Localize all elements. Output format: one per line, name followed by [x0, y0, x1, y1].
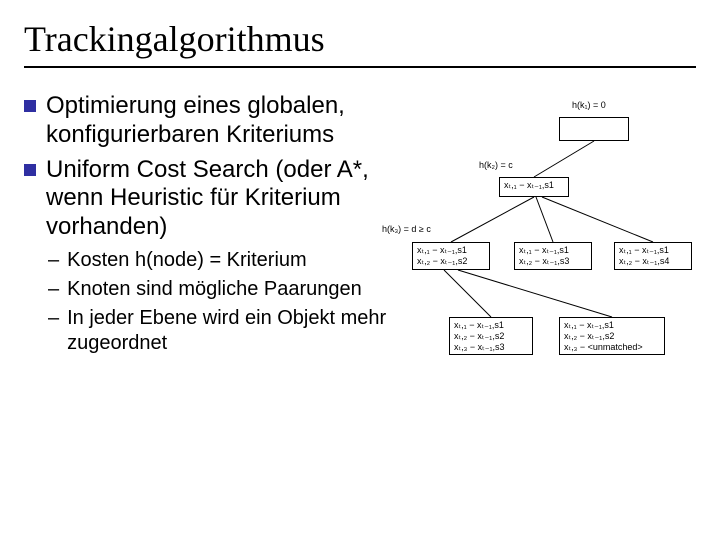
sub-bullet-text: Kosten h(node) = Kriterium [67, 248, 307, 273]
bullet-item: Optimierung eines globalen, konfigurierb… [24, 92, 394, 150]
cost-label-h1: h(k₁) = 0 [572, 100, 606, 110]
tree-node: xₜ,₁ − xₜ₋₁,s1xₜ,₂ − xₜ₋₁,s2xₜ,₃ − <unma… [559, 317, 665, 355]
cost-label-h3: h(k₃) = d ≥ c [382, 224, 431, 234]
tree-node-root [559, 117, 629, 141]
dash-icon: – [48, 277, 59, 302]
tree-diagram: h(k₁) = 0 h(k₂) = c h(k₃) = d ≥ c xₜ,₁ −… [394, 92, 696, 360]
bullet-column: Optimierung eines globalen, konfigurierb… [24, 92, 394, 360]
square-bullet-icon [24, 100, 36, 112]
content-row: Optimierung eines globalen, konfigurierb… [24, 92, 696, 360]
square-bullet-icon [24, 164, 36, 176]
edge [534, 141, 594, 177]
sub-bullet-item: – In jeder Ebene wird ein Objekt mehr zu… [48, 306, 394, 356]
page-title: Trackingalgorithmus [24, 18, 696, 68]
sub-bullet-text: Knoten sind mögliche Paarungen [67, 277, 362, 302]
bullet-item: Uniform Cost Search (oder A*, wenn Heuri… [24, 156, 394, 242]
tree-node: xₜ,₁ − xₜ₋₁,s1xₜ,₂ − xₜ₋₁,s2 [412, 242, 490, 270]
edge [458, 270, 612, 317]
tree-canvas: h(k₁) = 0 h(k₂) = c h(k₃) = d ≥ c xₜ,₁ −… [394, 92, 704, 452]
tree-node: xₜ,₁ − xₜ₋₁,s1xₜ,₂ − xₜ₋₁,s3 [514, 242, 592, 270]
sub-bullet-list: – Kosten h(node) = Kriterium – Knoten si… [48, 248, 394, 356]
sub-bullet-text: In jeder Ebene wird ein Objekt mehr zuge… [67, 306, 394, 356]
tree-node: xₜ,₁ − xₜ₋₁,s1 [499, 177, 569, 197]
bullet-text: Uniform Cost Search (oder A*, wenn Heuri… [46, 156, 394, 242]
slide: Trackingalgorithmus Optimierung eines gl… [0, 0, 720, 540]
sub-bullet-item: – Kosten h(node) = Kriterium [48, 248, 394, 273]
sub-bullet-item: – Knoten sind mögliche Paarungen [48, 277, 394, 302]
edge [451, 197, 534, 242]
tree-node: xₜ,₁ − xₜ₋₁,s1xₜ,₂ − xₜ₋₁,s2xₜ,₃ − xₜ₋₁,… [449, 317, 533, 355]
bullet-text: Optimierung eines globalen, konfigurierb… [46, 92, 394, 150]
tree-node: xₜ,₁ − xₜ₋₁,s1xₜ,₂ − xₜ₋₁,s4 [614, 242, 692, 270]
cost-label-h2: h(k₂) = c [479, 160, 513, 170]
dash-icon: – [48, 248, 59, 273]
dash-icon: – [48, 306, 59, 331]
edge [536, 197, 553, 242]
edge [542, 197, 653, 242]
tree-edges [394, 92, 704, 452]
edge [444, 270, 491, 317]
